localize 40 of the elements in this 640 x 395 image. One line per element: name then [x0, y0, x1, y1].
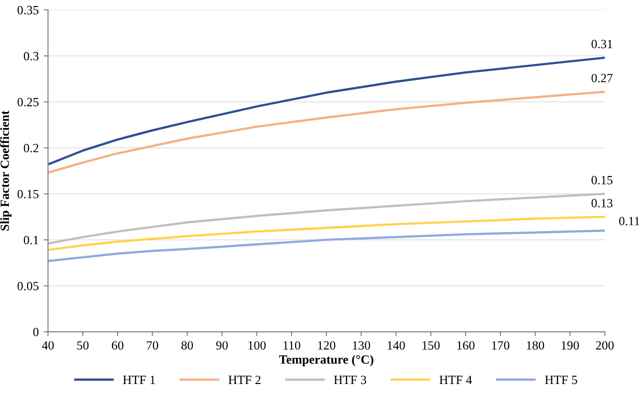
annotation: 0.13: [592, 198, 612, 208]
text: 0.11: [619, 216, 640, 226]
x-tick-label: 120: [318, 341, 336, 350]
legend-label: HTF 5: [544, 376, 578, 384]
x-tick-label: 160: [457, 341, 474, 350]
x-tick-label: 60: [112, 341, 124, 350]
y-tick-label: 0.05: [18, 282, 38, 290]
x-tick-label: 110: [284, 341, 300, 350]
x-tick-label: 70: [146, 341, 158, 350]
y-tick-label: 0: [33, 328, 38, 336]
x-tick-label: 80: [181, 341, 193, 350]
x-tick-label: 180: [526, 341, 544, 350]
legend-label: HTF 3: [334, 376, 366, 384]
annotation: 0.31: [592, 40, 612, 48]
legend-label: HTF 1: [123, 376, 155, 384]
y-tick-label: 0.25: [18, 98, 38, 106]
y-tick-label: 0.15: [18, 190, 38, 198]
y-tick-label: 0.1: [24, 236, 38, 244]
x-tick-label: 50: [77, 341, 89, 350]
annotation: 0.27: [592, 74, 613, 82]
x-tick-label: 200: [596, 341, 614, 350]
y-tick-label: 0.3: [24, 52, 38, 60]
x-tick-label: 130: [352, 341, 370, 350]
x-tick-label: 150: [422, 341, 440, 350]
annotation: 0.15: [592, 176, 612, 184]
x-tick-label: 100: [248, 341, 266, 350]
legend-label: HTF 2: [228, 376, 260, 384]
x-tick-label: 170: [492, 341, 510, 350]
line-series: [48, 216, 605, 252]
legend-label: HTF 4: [440, 376, 472, 384]
y-tick-label: 0.2: [24, 144, 38, 152]
line-series: [48, 230, 605, 262]
x-tick-label: 140: [388, 341, 405, 350]
x-tick-label: 40: [42, 341, 54, 350]
x-tick-label: 190: [562, 341, 579, 350]
x-tick-label: 90: [216, 341, 228, 350]
x-axis-title: Temperature (°C): [279, 354, 374, 366]
y-axis-title: Slip Factor Coefficient: [0, 110, 12, 230]
y-tick-label: 0.35: [18, 6, 38, 14]
line-series: [48, 90, 605, 174]
